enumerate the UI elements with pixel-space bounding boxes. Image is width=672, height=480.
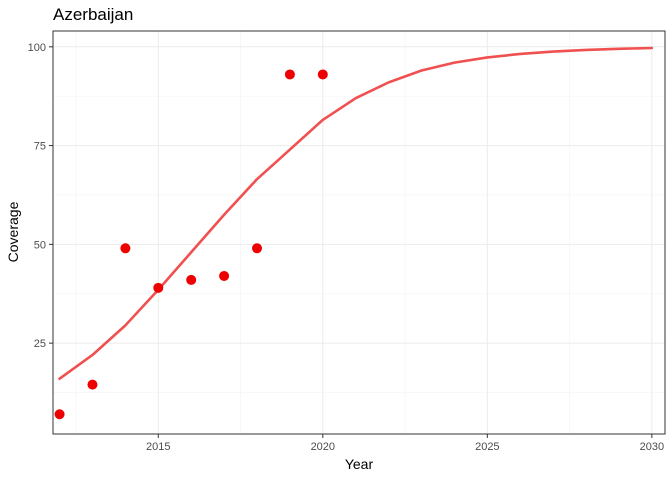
data-point (54, 409, 65, 420)
x-tick-label: 2015 (146, 441, 170, 453)
x-tick-label: 2025 (475, 441, 499, 453)
chart-title: Azerbaijan (53, 5, 133, 24)
grid (53, 31, 665, 434)
x-axis: 2015 2020 2025 2030 (146, 434, 664, 453)
y-axis: 25 50 75 100 (28, 42, 53, 350)
data-point (120, 243, 131, 254)
data-point (252, 243, 262, 254)
point-layer (54, 69, 328, 420)
data-point (186, 274, 197, 285)
data-point (284, 69, 295, 80)
x-tick-label: 2020 (311, 441, 335, 453)
data-point (153, 282, 164, 293)
data-point (219, 270, 230, 281)
data-point (317, 69, 328, 80)
data-point (87, 379, 98, 390)
y-tick-label: 50 (34, 239, 46, 251)
y-tick-label: 75 (34, 141, 46, 153)
y-tick-label: 100 (28, 42, 46, 54)
x-tick-label: 2030 (640, 441, 664, 453)
y-axis-title: Coverage (5, 201, 21, 262)
panel-border (52, 30, 666, 435)
y-tick-label: 25 (34, 338, 46, 350)
x-axis-title: Year (345, 456, 374, 472)
line-layer (58, 46, 654, 380)
fitted-curve (58, 46, 654, 380)
